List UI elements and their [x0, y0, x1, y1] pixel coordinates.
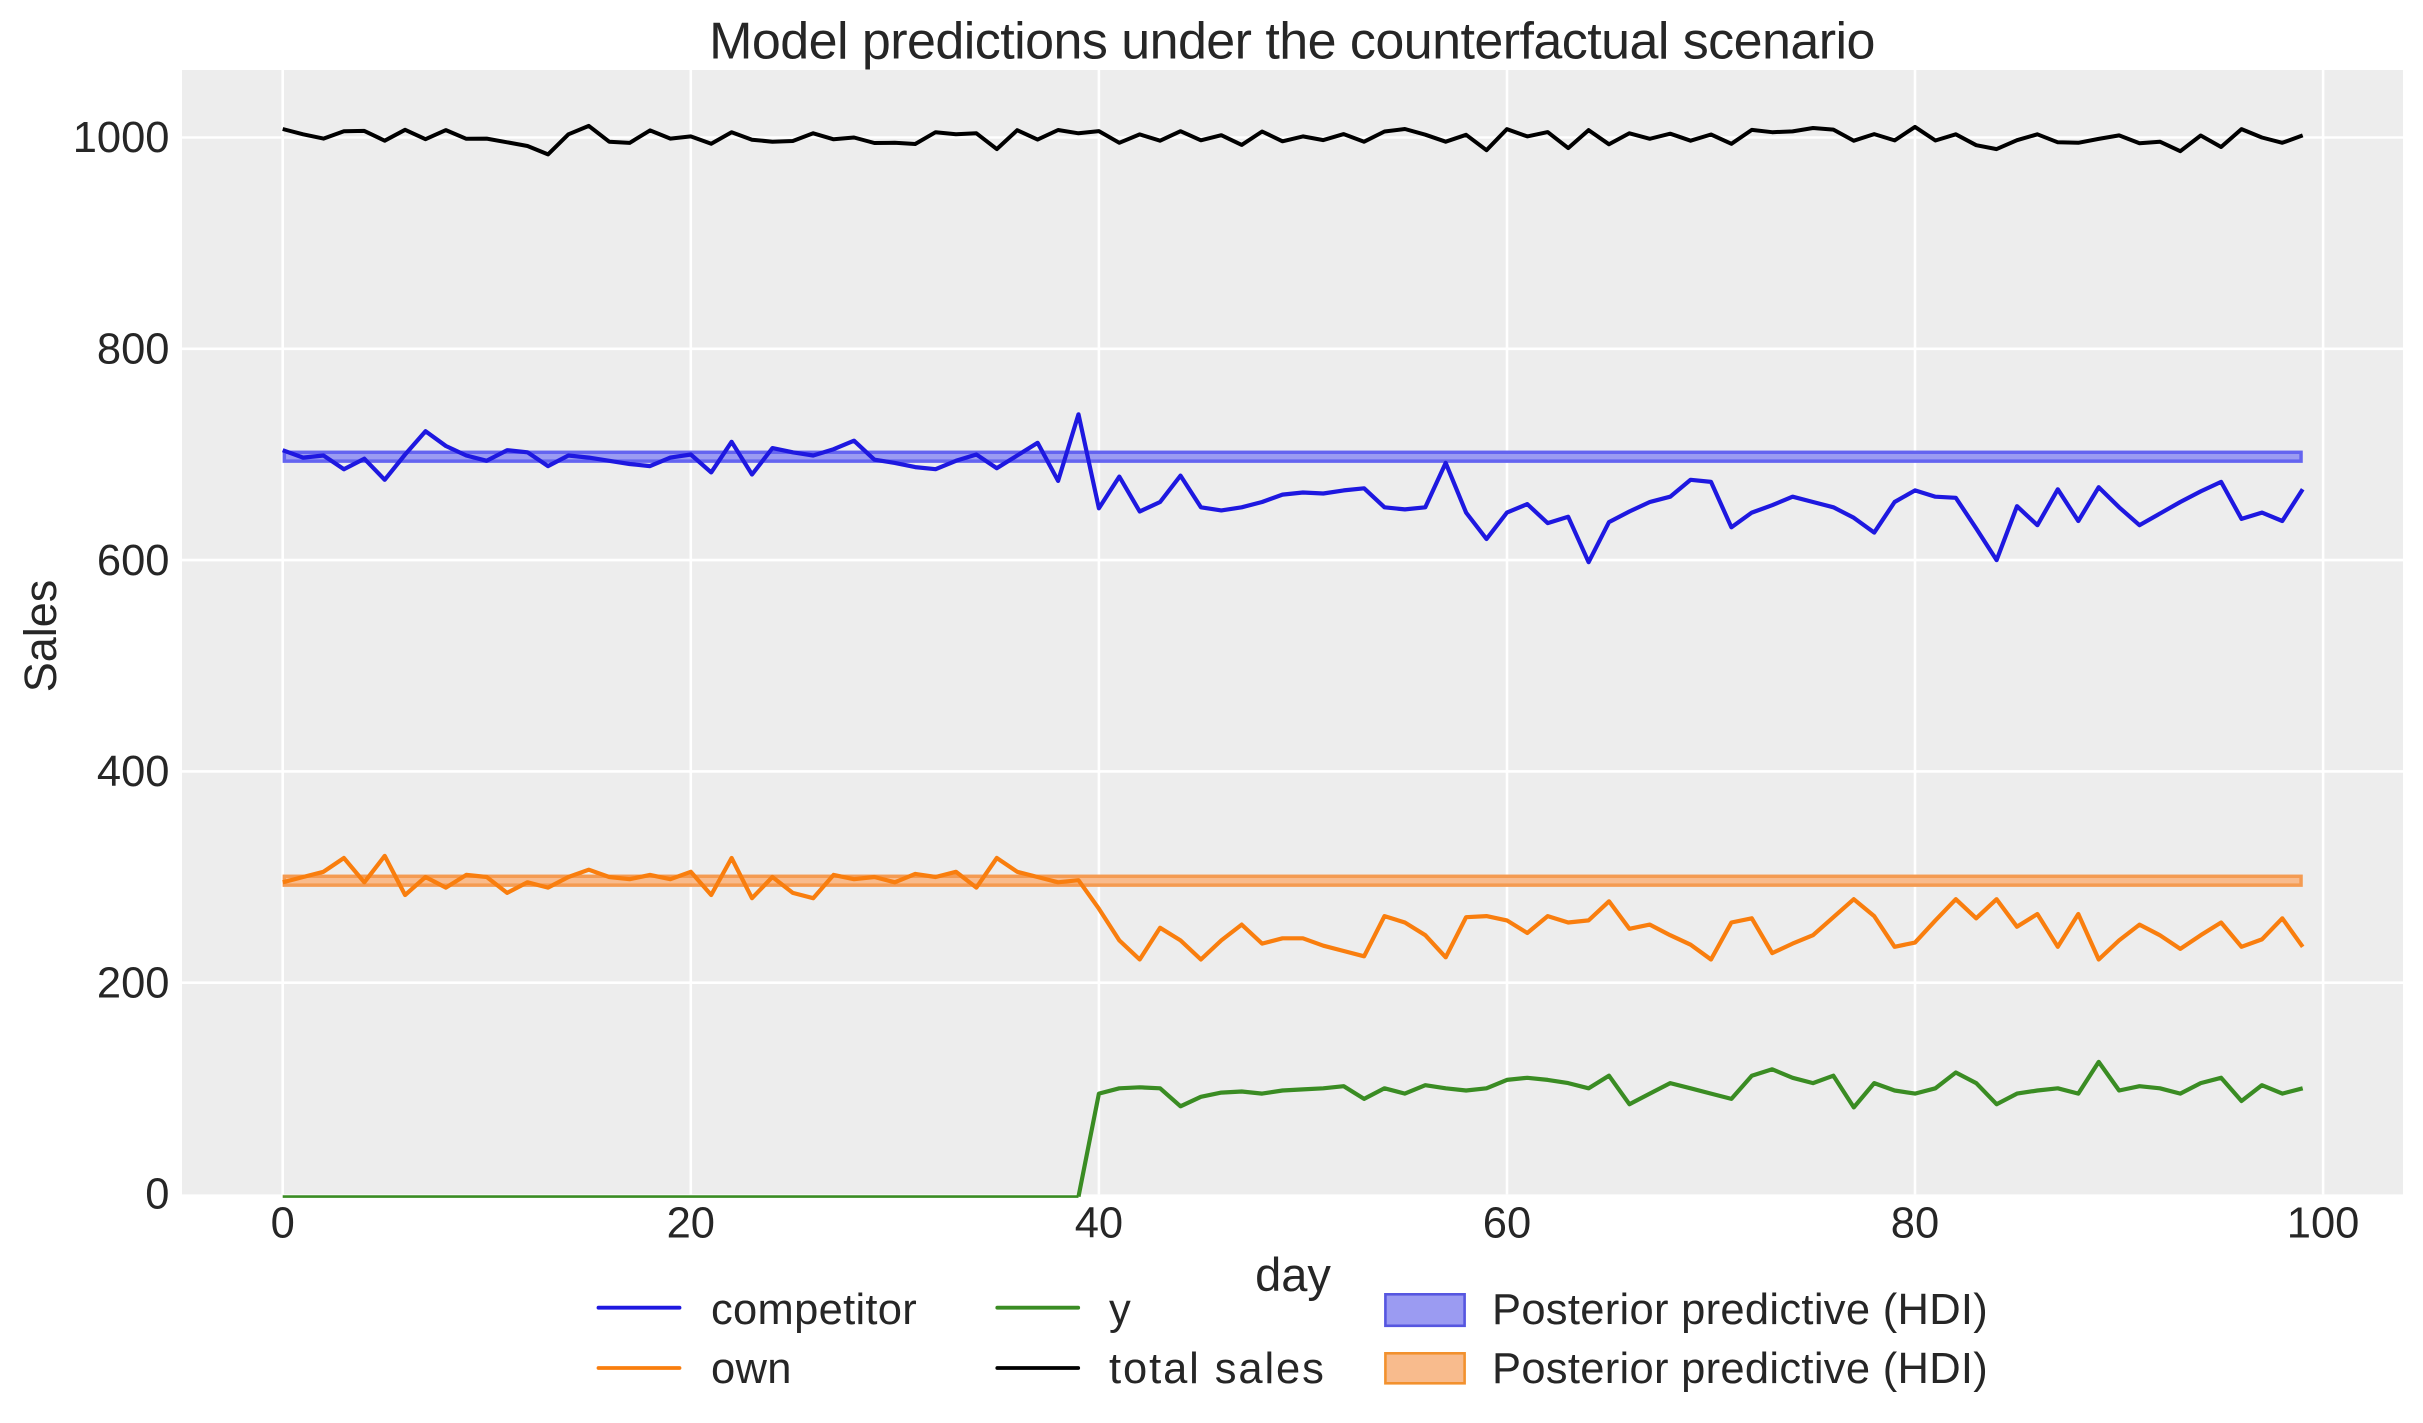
svg-text:1000: 1000 [73, 114, 170, 162]
svg-text:Posterior predictive (HDI): Posterior predictive (HDI) [1492, 1286, 1988, 1334]
svg-text:600: 600 [97, 537, 170, 585]
svg-text:own: own [711, 1345, 792, 1393]
svg-text:y: y [1109, 1286, 1131, 1334]
svg-text:day: day [1255, 1248, 1331, 1301]
svg-text:80: 80 [1891, 1200, 1939, 1248]
svg-text:Model predictions under the co: Model predictions under the counterfactu… [709, 13, 1875, 71]
svg-text:total sales: total sales [1109, 1345, 1326, 1393]
svg-text:Sales: Sales [15, 580, 66, 693]
svg-text:40: 40 [1075, 1200, 1123, 1248]
svg-text:Posterior predictive (HDI): Posterior predictive (HDI) [1492, 1345, 1988, 1393]
svg-text:800: 800 [97, 326, 170, 374]
svg-text:400: 400 [97, 748, 170, 796]
svg-text:0: 0 [145, 1171, 169, 1219]
svg-text:100: 100 [2287, 1200, 2360, 1248]
svg-text:competitor: competitor [711, 1286, 917, 1334]
svg-text:60: 60 [1483, 1200, 1531, 1248]
svg-text:20: 20 [667, 1200, 715, 1248]
svg-text:0: 0 [271, 1200, 295, 1248]
svg-text:200: 200 [97, 959, 170, 1007]
